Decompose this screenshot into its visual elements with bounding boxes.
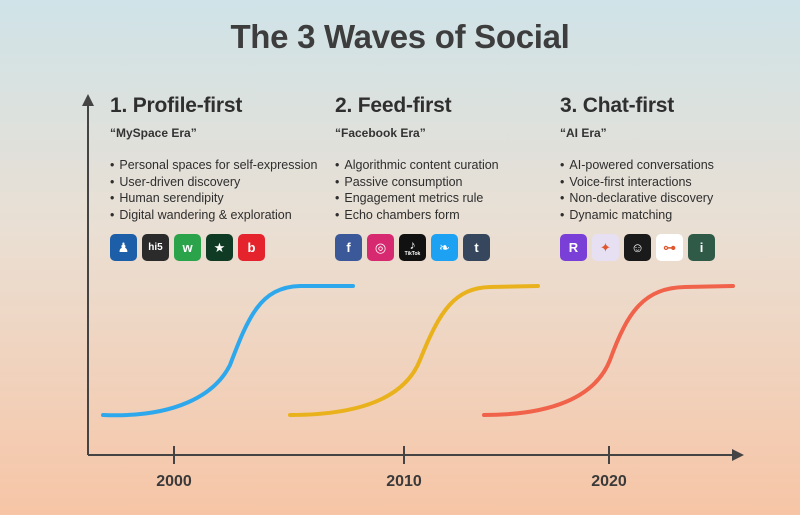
wave-curve-chat-first — [482, 284, 735, 417]
x-axis-arrow-icon — [732, 449, 744, 461]
pixel-avatar-icon: ☺ — [624, 234, 651, 261]
wave-era: “Facebook Era” — [335, 126, 426, 140]
app-icon-row: ♟ hi5 w ★ b — [110, 234, 350, 261]
bullet-item: Dynamic matching — [560, 207, 800, 224]
x-axis: 2000 2010 2020 — [88, 446, 744, 490]
bebo-icon: b — [238, 234, 265, 261]
bullet-item: AI-powered conversations — [560, 157, 800, 174]
wave-curve-feed-first — [288, 284, 540, 417]
bullet-item: Non-declarative discovery — [560, 190, 800, 207]
bullet-item: Digital wandering & exploration — [110, 207, 350, 224]
y-axis-arrow-icon — [82, 94, 94, 106]
wave-curve-profile-first — [101, 284, 355, 418]
app-icon-row: f ◎ ♪ TikTok ❧ t — [335, 234, 575, 261]
bullet-item: Engagement metrics rule — [335, 190, 575, 207]
wave-bullets: Algorithmic content curation Passive con… — [335, 157, 575, 223]
bullet-item: Algorithmic content curation — [335, 157, 575, 174]
wave-chat-first: 3. Chat-first “AI Era” AI-powered conver… — [560, 94, 800, 261]
x-tick-label: 2020 — [591, 473, 627, 490]
tumblr-icon: t — [463, 234, 490, 261]
replika-icon: R — [560, 234, 587, 261]
meetup-icon: w — [174, 234, 201, 261]
tiktok-icon: ♪ TikTok — [399, 234, 426, 261]
info-i-icon: i — [688, 234, 715, 261]
bullet-item: User-driven discovery — [110, 174, 350, 191]
y-axis — [82, 94, 94, 455]
ee-logo-icon: ⊶ — [656, 234, 683, 261]
wave-bullets: AI-powered conversations Voice-first int… — [560, 157, 800, 223]
wave-feed-first: 2. Feed-first “Facebook Era” Algorithmic… — [335, 94, 575, 261]
x-tick-label: 2000 — [156, 473, 192, 490]
twitter-icon: ❧ — [431, 234, 458, 261]
bullet-item: Human serendipity — [110, 190, 350, 207]
wave-bullets: Personal spaces for self-expression User… — [110, 157, 350, 223]
wave-era: “AI Era” — [560, 126, 607, 140]
myspace-icon: ♟ — [110, 234, 137, 261]
wave-heading: 1. Profile-first — [110, 94, 243, 117]
hi5-icon: hi5 — [142, 234, 169, 261]
wave-profile-first: 1. Profile-first “MySpace Era” Personal … — [110, 94, 350, 261]
x-tick-label: 2010 — [386, 473, 422, 490]
wave-heading: 2. Feed-first — [335, 94, 452, 117]
wave-heading: 3. Chat-first — [560, 94, 675, 117]
facebook-icon: f — [335, 234, 362, 261]
app-icon-row: R ✦ ☺ ⊶ i — [560, 234, 800, 261]
page-title: The 3 Waves of Social — [230, 18, 570, 55]
bullet-item: Voice-first interactions — [560, 174, 800, 191]
wave-era: “MySpace Era” — [110, 126, 197, 140]
xanga-icon: ★ — [206, 234, 233, 261]
bullet-item: Echo chambers form — [335, 207, 575, 224]
bullet-item: Passive consumption — [335, 174, 575, 191]
instagram-icon: ◎ — [367, 234, 394, 261]
character-ai-icon: ✦ — [592, 234, 619, 261]
bullet-item: Personal spaces for self-expression — [110, 157, 350, 174]
